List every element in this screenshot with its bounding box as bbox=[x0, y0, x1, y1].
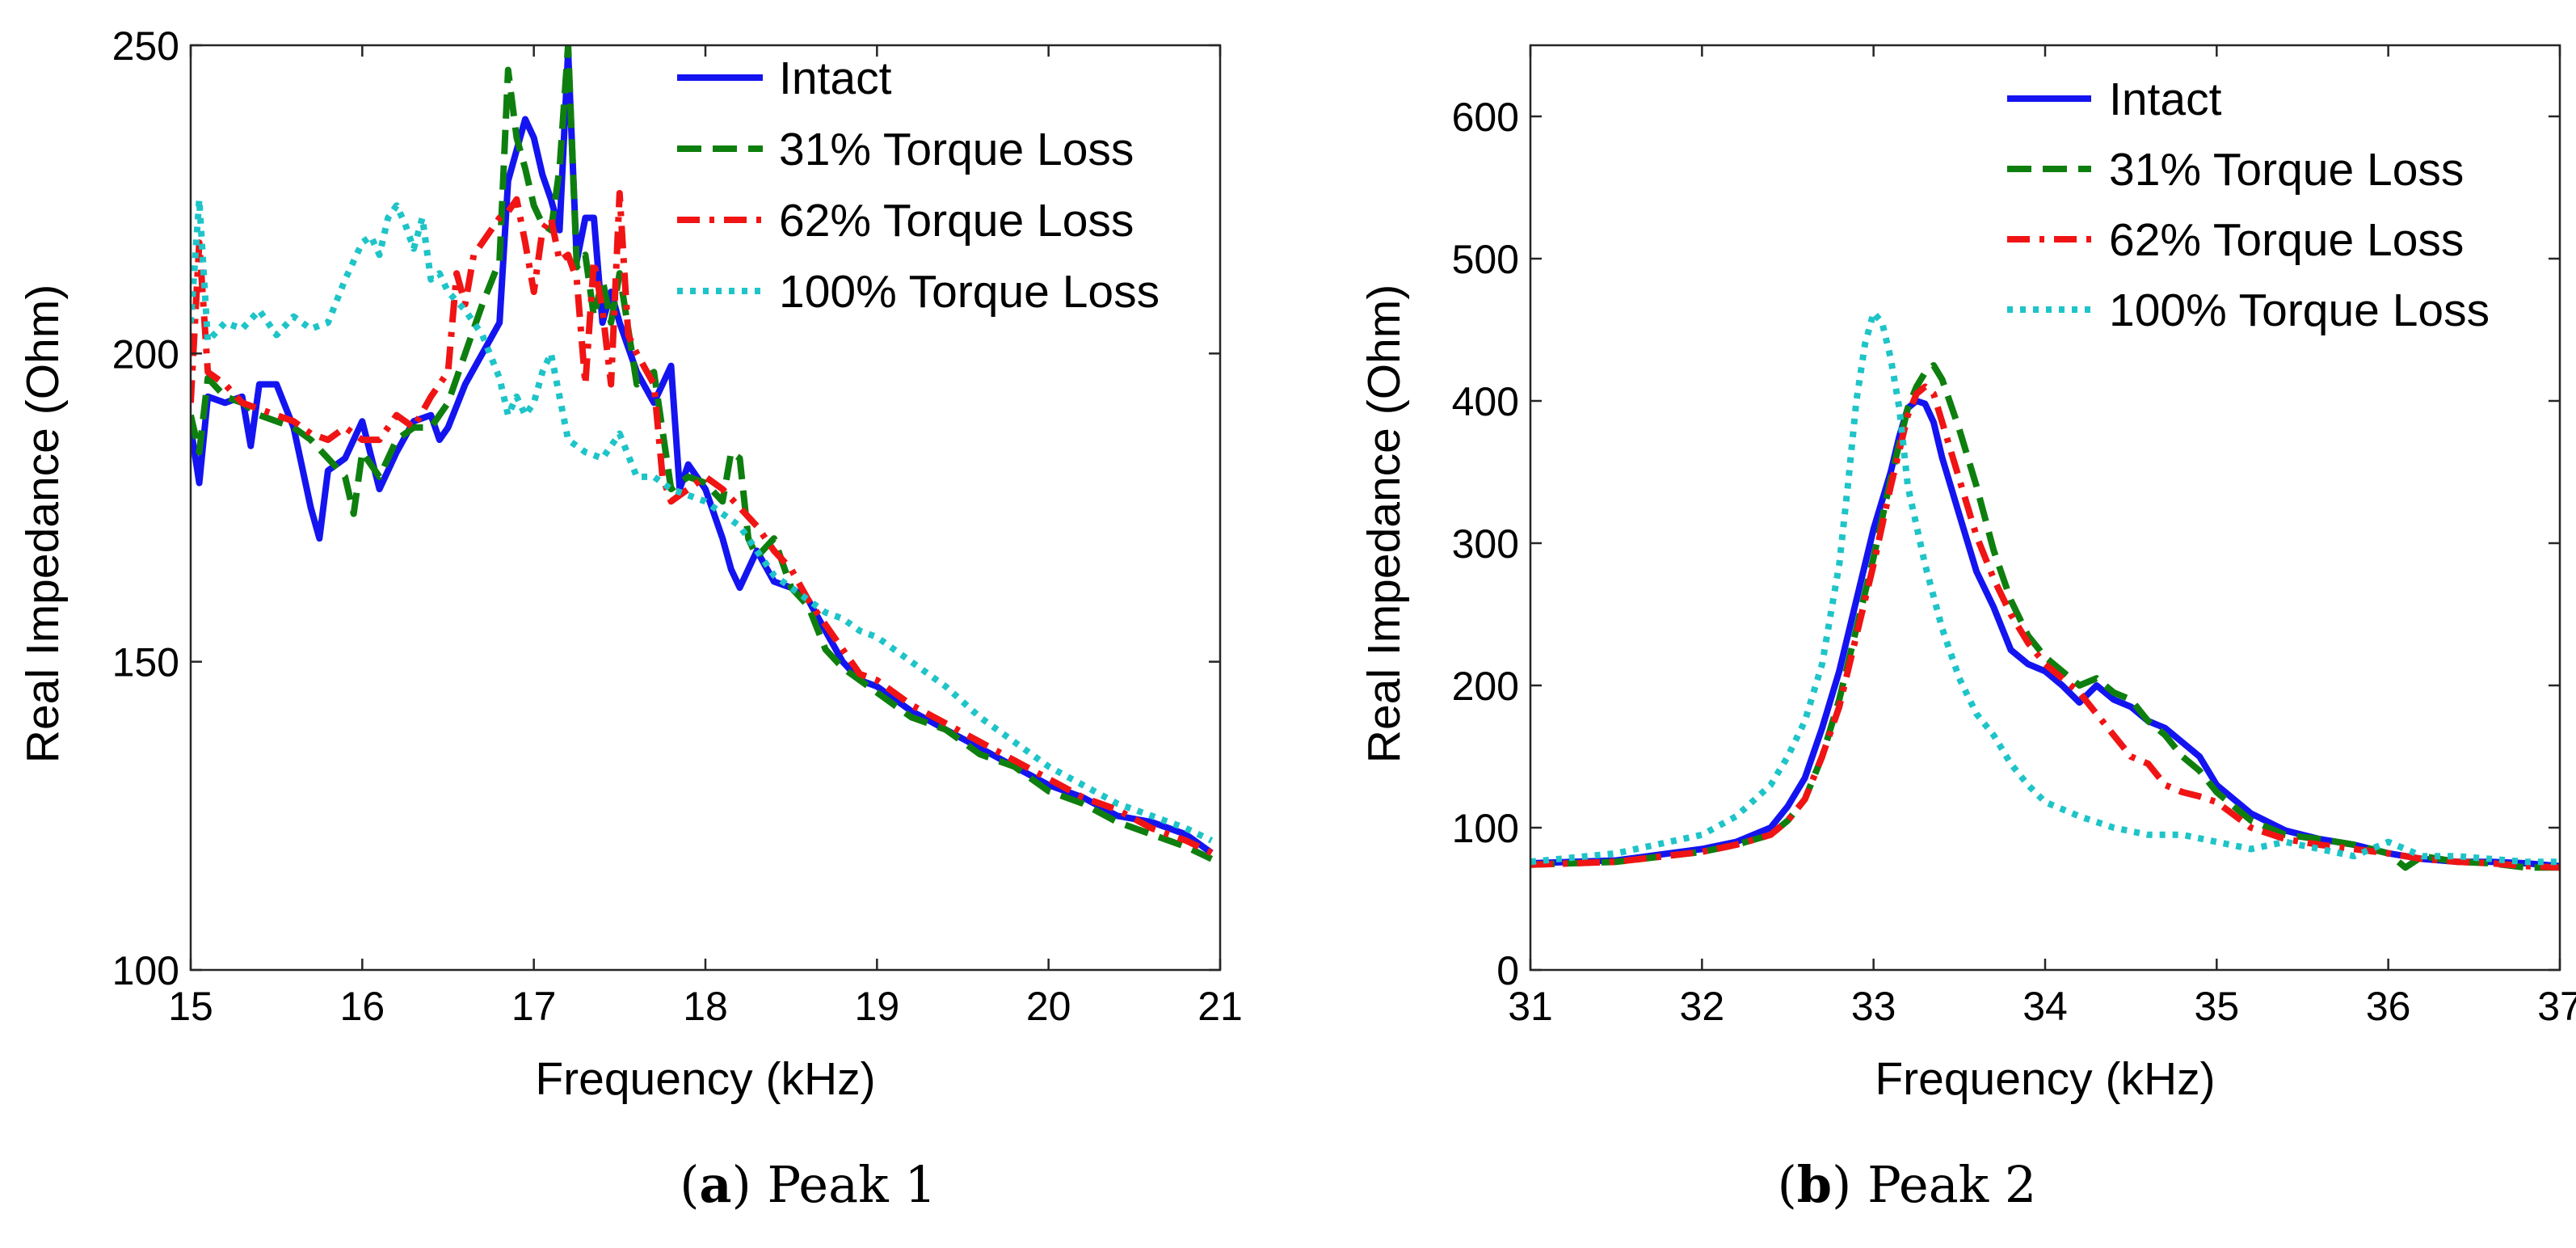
legend-label: 100% Torque Loss bbox=[779, 266, 1160, 318]
series-line-31-torque-loss bbox=[191, 45, 1214, 862]
caption-b: (b) Peak 2 bbox=[1778, 1155, 2037, 1214]
caption-b-text: Peak 2 bbox=[1851, 1155, 2036, 1214]
x-tick-label: 15 bbox=[168, 984, 213, 1029]
legend-label: 62% Torque Loss bbox=[2109, 214, 2464, 266]
series-line-31-torque-loss bbox=[1530, 362, 2560, 871]
y-tick-label: 200 bbox=[112, 331, 179, 377]
x-tick-label: 33 bbox=[1851, 984, 1896, 1029]
legend-label: Intact bbox=[2109, 74, 2222, 125]
y-tick-label: 0 bbox=[1496, 948, 1519, 993]
caption-b-letter: b bbox=[1797, 1155, 1832, 1214]
x-tick-label: 19 bbox=[855, 984, 900, 1029]
x-tick-label: 17 bbox=[511, 984, 557, 1029]
series-line-62-torque-loss bbox=[191, 190, 1214, 856]
x-tick-label: 20 bbox=[1026, 984, 1071, 1029]
x-tick-label: 18 bbox=[683, 984, 728, 1029]
caption-a: (a) Peak 1 bbox=[680, 1155, 937, 1214]
chart-peak-2: 31 32 33 34 35 36 37 0 100 200 300 400 500 600 Frequen… bbox=[1358, 44, 2576, 1105]
caption-a-text: Peak 1 bbox=[751, 1155, 937, 1214]
x-tick-label: 16 bbox=[340, 984, 385, 1029]
axes-frame bbox=[189, 44, 1222, 972]
series-line-intact bbox=[1530, 398, 2560, 870]
y-tick-label: 100 bbox=[1452, 806, 1519, 851]
x-tick-label: 31 bbox=[1508, 984, 1553, 1029]
y-axis-label: Real Impedance (Ohm) bbox=[1358, 285, 1410, 763]
x-tick-label: 34 bbox=[2022, 984, 2068, 1029]
y-tick-label: 150 bbox=[112, 640, 179, 685]
y-tick-label: 300 bbox=[1452, 521, 1519, 567]
chart-peak-1: 15 16 17 18 19 20 21 100 150 200 250 Frequency (kHz… bbox=[17, 23, 1243, 1105]
y-tick-label: 500 bbox=[1452, 237, 1519, 282]
x-tick-label: 21 bbox=[1198, 984, 1243, 1029]
y-tick-label: 100 bbox=[112, 948, 179, 993]
legend-label: 100% Torque Loss bbox=[2109, 285, 2490, 336]
x-tick-label: 35 bbox=[2195, 984, 2240, 1029]
x-tick-label: 32 bbox=[1680, 984, 1725, 1029]
series-line-100-torque-loss bbox=[1530, 309, 2560, 866]
y-tick-label: 200 bbox=[1452, 664, 1519, 709]
y-tick-label: 400 bbox=[1452, 379, 1519, 424]
y-tick-label: 600 bbox=[1452, 95, 1519, 140]
legend-label: 31% Torque Loss bbox=[2109, 144, 2464, 196]
x-tick-label: 37 bbox=[2537, 984, 2576, 1029]
y-tick-label: 250 bbox=[112, 23, 179, 69]
x-tick-label: 36 bbox=[2366, 984, 2411, 1029]
legend-label: 31% Torque Loss bbox=[779, 124, 1134, 175]
legend-label: 62% Torque Loss bbox=[779, 195, 1134, 247]
series-line-100-torque-loss bbox=[191, 196, 1214, 844]
series-line-62-torque-loss bbox=[1530, 383, 2560, 871]
x-axis-label: Frequency (kHz) bbox=[535, 1053, 875, 1105]
x-axis-label: Frequency (kHz) bbox=[1875, 1053, 2215, 1105]
legend-label: Intact bbox=[779, 53, 892, 104]
caption-a-letter: a bbox=[699, 1155, 731, 1214]
y-axis-label: Real Impedance (Ohm) bbox=[17, 285, 69, 763]
